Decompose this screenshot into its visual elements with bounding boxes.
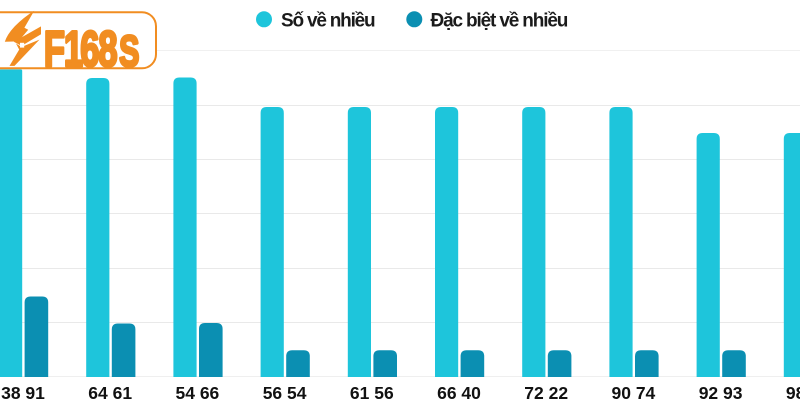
svg-text:61 56: 61 56 xyxy=(350,383,394,400)
svg-text:Số về nhiều: Số về nhiều xyxy=(281,11,375,32)
svg-text:64 61: 64 61 xyxy=(88,383,132,400)
svg-text:38 91: 38 91 xyxy=(1,383,45,400)
svg-text:54 66: 54 66 xyxy=(176,383,220,400)
svg-text:F168S: F168S xyxy=(44,22,139,78)
svg-text:98 76: 98 76 xyxy=(786,383,800,400)
svg-text:66 40: 66 40 xyxy=(437,383,481,400)
svg-text:92 93: 92 93 xyxy=(699,383,743,400)
svg-text:Đặc biệt về nhiều: Đặc biệt về nhiều xyxy=(431,11,568,32)
svg-text:56 54: 56 54 xyxy=(263,383,307,400)
svg-text:72 22: 72 22 xyxy=(524,383,568,400)
svg-text:90 74: 90 74 xyxy=(612,383,656,400)
